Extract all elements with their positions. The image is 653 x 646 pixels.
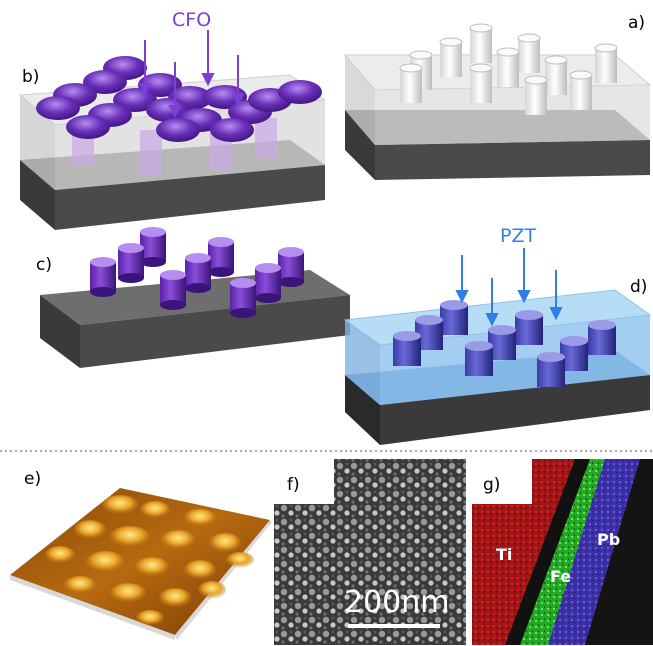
panel-d-diagram (343, 248, 652, 445)
panel-f-label: f) (287, 475, 300, 495)
panel-a-label: a) (628, 13, 645, 33)
cfo-label: CFO (172, 9, 211, 31)
afm-bumps (45, 495, 254, 626)
panel-g-edx-map (472, 459, 653, 645)
element-pb-label: Pb (597, 530, 620, 549)
pzt-label: PZT (500, 225, 536, 247)
element-ti-label: Ti (496, 545, 512, 564)
panel-b-label: b) (22, 67, 39, 87)
panel-d-label: d) (630, 277, 647, 297)
pzt-embedded-pillars (393, 300, 616, 387)
element-fe-label: Fe (550, 567, 571, 586)
panel-c-label: c) (36, 255, 52, 275)
scale-bar-label: 200nm (344, 585, 450, 620)
panel-c-diagram (40, 227, 350, 368)
panel-e-label: e) (24, 469, 41, 489)
panel-g-label: g) (483, 475, 500, 495)
panel-e-afm-image (10, 488, 272, 640)
cfo-arrows (138, 30, 245, 119)
panel-b-diagram (18, 30, 327, 230)
pzt-arrows (455, 248, 563, 327)
cfo-pillars (90, 227, 304, 318)
pore-array (399, 23, 618, 115)
panel-a-diagram (343, 23, 652, 180)
panel-f-tem-image (274, 459, 466, 645)
